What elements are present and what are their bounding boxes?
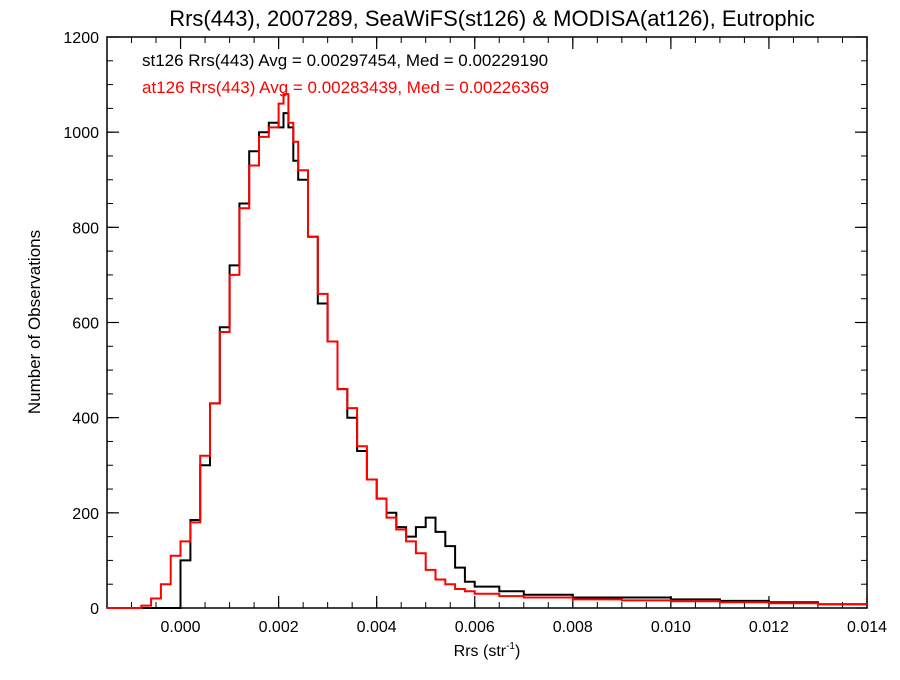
series-st126-line (107, 112, 868, 609)
x-tick-label: 0.010 (651, 619, 691, 636)
plot-frame (106, 36, 868, 609)
x-tick-label: 0.006 (455, 619, 495, 636)
plot-area (106, 36, 868, 609)
y-tick-labels: 0 200 400 600 800 1000 1200 (63, 30, 99, 618)
x-axis-label: Rrs (str-1) (454, 641, 521, 660)
y-tick-label: 1000 (63, 125, 99, 142)
x-axis-label-main: Rrs (str (454, 643, 507, 660)
x-tick-label: 0.000 (161, 619, 201, 636)
x-tick-label: 0.002 (259, 619, 299, 636)
x-tick-label: 0.012 (749, 619, 789, 636)
y-axis-label: Number of Observations (25, 230, 44, 414)
annotation-at126: at126 Rrs(443) Avg = 0.00283439, Med = 0… (142, 78, 549, 97)
y-tick-label: 1200 (63, 30, 99, 47)
series-at126-line (107, 93, 868, 609)
x-tick-labels: 0.000 0.002 0.004 0.006 0.008 0.010 0.012 0.014 (161, 619, 888, 636)
y-tick-label: 600 (72, 316, 99, 333)
x-axis-label-close: ) (515, 643, 520, 660)
x-tick-label: 0.014 (847, 619, 887, 636)
y-tick-label: 0 (90, 601, 99, 618)
axis-ticks (106, 36, 868, 609)
x-tick-label: 0.004 (357, 619, 397, 636)
series-layer (107, 93, 868, 609)
annotation-st126: st126 Rrs(443) Avg = 0.00297454, Med = 0… (142, 51, 548, 70)
y-tick-label: 200 (72, 506, 99, 523)
x-tick-label: 0.008 (553, 619, 593, 636)
y-tick-label: 800 (72, 220, 99, 237)
x-axis-label-superscript: -1 (506, 641, 515, 652)
chart-title: Rrs(443), 2007289, SeaWiFS(st126) & MODI… (169, 6, 815, 31)
y-tick-label: 400 (72, 411, 99, 428)
